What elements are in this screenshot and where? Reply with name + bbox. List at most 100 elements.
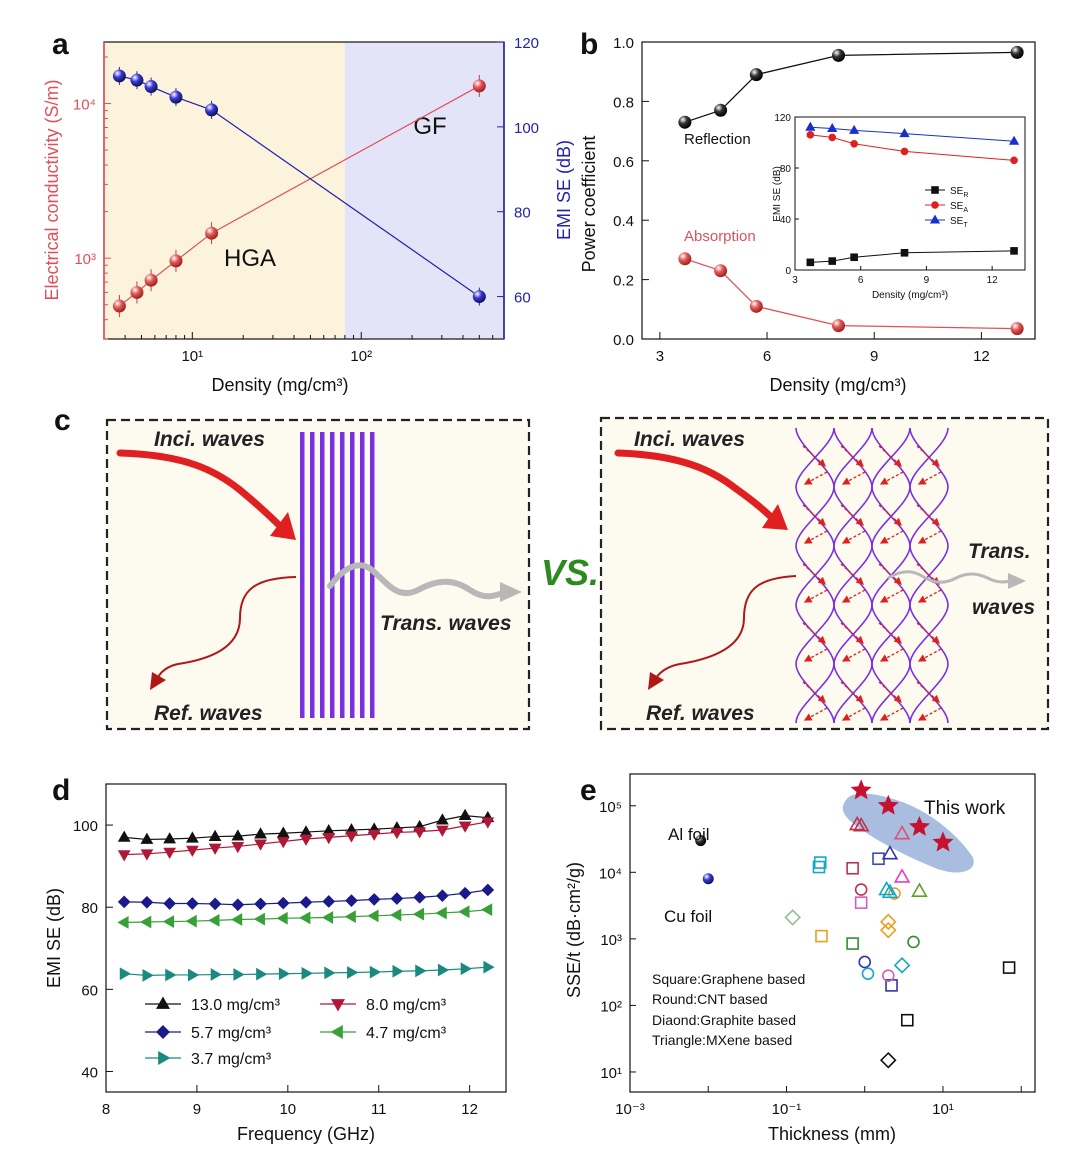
literature-point-triangle [881, 883, 899, 899]
legend-marker-d [156, 1025, 170, 1039]
y-tick-label-e: 10¹ [600, 1065, 622, 1082]
legend-label-d: 3.7 mg/cm³ [191, 1051, 272, 1068]
inset-point-se-t [805, 121, 816, 131]
reflection-arrow [879, 471, 904, 485]
inset-legend-marker [929, 214, 941, 224]
series-point-d [208, 829, 222, 841]
y-tick-label-d: 100 [73, 818, 98, 835]
x-tick-label-d: 8 [102, 1101, 110, 1118]
legend-label-d: 8.0 mg/cm³ [366, 997, 447, 1014]
inset-point-se-a [806, 131, 815, 139]
x-axis-title-d: Frequency (GHz) [237, 1124, 375, 1144]
conductivity-point [472, 79, 486, 93]
y-tick-label-a-left: 10³ [74, 251, 96, 268]
emi-se-point [112, 69, 126, 83]
x-tick-label-e: 10¹ [932, 1101, 954, 1118]
transmitted-wave-left [327, 562, 508, 600]
series-point-d [435, 906, 447, 920]
conductivity-point [112, 299, 126, 313]
literature-point-diamond [880, 913, 897, 931]
series-point-d [230, 913, 243, 926]
series-point-d [117, 916, 129, 929]
literature-point-square [1002, 961, 1016, 974]
series-point-d [367, 829, 381, 841]
x-tick-label-e: 10⁻³ [615, 1101, 645, 1118]
series-point-d [231, 842, 245, 854]
film-layer [360, 432, 365, 718]
x-tick-label-a: 10² [350, 348, 372, 365]
series-point-d [140, 895, 154, 909]
transmitted-arrowhead-left [500, 582, 522, 602]
series-point-d [165, 968, 177, 982]
this-work-point [850, 779, 872, 800]
series-point-d [186, 897, 199, 910]
series-point-d [299, 834, 313, 846]
series-point-d [435, 813, 449, 825]
x-tick-label-d: 11 [371, 1101, 387, 1118]
reflection-arrow [879, 648, 904, 662]
y-tick-label-a-left: 10⁴ [73, 97, 96, 114]
reflection-arrow [841, 707, 866, 721]
literature-point-triangle [881, 844, 899, 860]
x-tick-label-e: 10⁻¹ [772, 1101, 802, 1118]
series-point-d [208, 913, 220, 927]
inset-point-se-r [806, 258, 815, 267]
series-point-d [119, 967, 132, 981]
reflected-arrowhead-left [150, 672, 166, 690]
series-point-d [208, 897, 222, 911]
y-tick-label-a-right: 120 [514, 35, 539, 52]
y-tick-label-e: 10² [600, 998, 622, 1015]
emi-se-point [169, 90, 183, 104]
inset-y-tick-label: 120 [774, 113, 791, 124]
point-reflection [678, 115, 692, 129]
legend-marker-d [156, 996, 170, 1009]
point-absorption [714, 264, 728, 278]
inset-x-tick-label: 9 [924, 275, 930, 286]
reflection-arrow [841, 589, 866, 603]
literature-point-square [815, 929, 828, 943]
label-incident-right: Inci. waves [634, 428, 745, 451]
y-tick-label-b: 0.0 [613, 332, 634, 349]
annotation-absorption: Absorption [684, 228, 756, 245]
transmitted-arrowhead-right [1008, 573, 1026, 589]
series-point-d [140, 832, 154, 844]
film-layer [310, 432, 315, 718]
annotation-reflection: Reflection [684, 131, 751, 148]
film-layer [320, 432, 325, 718]
panel-b: b 3 6 9 12 0.0 0.2 0.4 0.6 0.8 1.0 Reflection Abs… [579, 28, 1036, 395]
y-tick-label-a-right: 60 [514, 290, 531, 307]
legend-label-d: 13.0 mg/cm³ [191, 997, 281, 1014]
x-tick-label-d: 10 [279, 1101, 296, 1118]
series-point-d [458, 808, 472, 821]
legend-text-square: Square:Graphene based [652, 971, 805, 987]
emi-se-point [205, 103, 219, 117]
series-point-d [347, 966, 359, 979]
inset-series [805, 121, 1020, 267]
y-tick-label-e: 10⁴ [599, 865, 622, 882]
series-point-d [299, 825, 313, 837]
point-absorption [678, 252, 692, 266]
series-point-d [483, 960, 495, 974]
series-point-d [481, 817, 495, 829]
x-axis-title-a: Density (mg/cm³) [211, 375, 348, 395]
reflection-arrow [841, 471, 866, 485]
reflection-arrow [841, 530, 866, 544]
series-point-d [163, 832, 177, 844]
series-point-d [390, 828, 404, 840]
y-tick-label-a-right: 80 [514, 205, 531, 222]
incident-arrowhead-left [270, 512, 296, 540]
series-point-d [185, 845, 199, 857]
inset-point-se-a [1010, 156, 1018, 165]
region-label-gf: GF [413, 113, 446, 140]
inset-point-se-r [828, 257, 837, 265]
inset-point-se-t [849, 124, 860, 134]
series-point-d [344, 910, 356, 924]
x-tick-label-b: 12 [973, 348, 990, 365]
series-point-d [278, 967, 291, 981]
point-reflection [1010, 45, 1024, 59]
series-point-d [321, 911, 334, 924]
panel-label-d: d [52, 774, 70, 807]
